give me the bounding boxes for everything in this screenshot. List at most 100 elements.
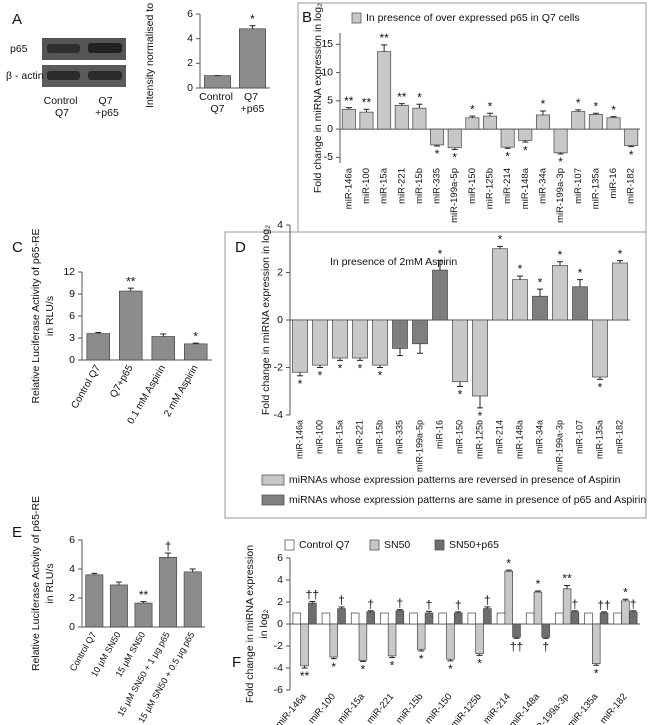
x-tick-label: Control Q7 — [199, 91, 236, 115]
x-tick-label: miR-182 — [614, 420, 624, 454]
x-tick-label: miR-34a — [534, 420, 544, 454]
x-tick-label: miR-107 — [573, 168, 584, 204]
significance-label: †† — [510, 639, 523, 653]
panel-letter: F — [232, 654, 241, 671]
x-tick-label: miR-135a — [590, 167, 601, 209]
y-tick-label: 4 — [277, 574, 283, 586]
bar — [446, 623, 455, 660]
legend-label: Control Q7 — [299, 539, 350, 551]
bar — [86, 333, 110, 361]
bar — [553, 128, 568, 154]
y-tick-label: 6 — [69, 310, 75, 322]
bar — [628, 611, 638, 625]
y-tick-label: 0 — [327, 123, 333, 135]
bar — [184, 343, 208, 361]
bar — [483, 115, 497, 130]
y-tick-label: 9 — [69, 288, 75, 300]
significance-label: * — [390, 659, 395, 673]
y-axis-label: Relative Luciferase Activity of p65-RE — [30, 228, 42, 403]
legend-swatch — [434, 539, 445, 551]
y-tick-label: 6 — [69, 534, 75, 546]
x-tick-label: miR-148a — [520, 167, 531, 209]
significance-label: * — [298, 377, 303, 391]
bar — [518, 128, 533, 141]
y-tick-label: -4 — [274, 409, 283, 421]
x-tick-label: miR-135a — [594, 420, 604, 459]
bar — [359, 111, 374, 130]
bar — [572, 286, 588, 321]
bar — [432, 269, 448, 321]
x-tick-label: miR-146a — [343, 167, 354, 209]
bar — [424, 612, 434, 625]
x-tick-label: miR-199a-5p — [414, 420, 424, 472]
bar — [624, 128, 639, 146]
y-tick-label: -5 — [324, 151, 333, 163]
y-axis-label: in log₂ — [258, 609, 270, 638]
significance-label: * — [541, 97, 546, 111]
significance-label: * — [448, 662, 453, 676]
significance-label: * — [478, 409, 483, 423]
significance-label: * — [523, 143, 528, 157]
bar — [472, 319, 488, 397]
x-tick-label: miR-125b — [474, 420, 484, 459]
significance-label: ** — [379, 31, 389, 45]
bar — [358, 623, 368, 661]
blot-lane-label: Control Q7 — [44, 95, 81, 119]
x-tick-label: miR-100 — [361, 168, 372, 204]
bar — [584, 612, 593, 625]
y-tick-label: 3 — [69, 332, 75, 344]
blot-band — [42, 65, 126, 87]
significance-label: * — [458, 388, 463, 402]
y-tick-label: 4 — [69, 563, 75, 575]
significance-label: * — [470, 102, 475, 116]
bar — [380, 612, 389, 625]
x-tick-label: miR-221 — [354, 420, 364, 454]
y-tick-label: 6 — [187, 8, 193, 20]
legend-swatch — [261, 494, 285, 506]
bar — [532, 295, 548, 321]
significance-label: * — [578, 266, 583, 280]
significance-label: † — [426, 598, 433, 612]
panel-letter: A — [12, 11, 22, 28]
y-axis-label: Fold change in miRNA expression in log₂ — [260, 225, 272, 415]
bar — [570, 611, 580, 625]
y-tick-label: 2 — [277, 266, 283, 278]
significance-label: * — [417, 90, 422, 104]
blot-lane-label: Q7 +p65 — [95, 95, 119, 119]
significance-label: * — [338, 362, 343, 376]
bar — [183, 571, 202, 628]
bar — [592, 623, 601, 664]
significance-label: * — [331, 660, 336, 674]
significance-label: † — [572, 597, 579, 611]
bar — [500, 128, 515, 148]
significance-label: * — [438, 247, 443, 261]
y-tick-label: -6 — [274, 684, 283, 696]
y-tick-label: 6 — [277, 552, 283, 564]
significance-label: † — [484, 593, 491, 607]
x-tick-label: miR-100 — [314, 420, 324, 454]
y-tick-label: 0 — [69, 621, 75, 633]
significance-label: ** — [139, 588, 149, 602]
y-tick-label: 4 — [187, 32, 193, 44]
bar — [452, 319, 468, 383]
bar — [392, 319, 408, 349]
blot-row-label: β - actin — [6, 70, 44, 82]
significance-label: ** — [562, 572, 572, 586]
bar — [352, 319, 368, 359]
significance-label: * — [576, 96, 581, 110]
significance-label: * — [488, 99, 493, 113]
significance-label: * — [452, 151, 457, 165]
bar — [395, 610, 405, 625]
bar — [387, 623, 397, 657]
bar — [239, 28, 266, 89]
significance-label: * — [419, 652, 424, 666]
bar — [492, 248, 508, 321]
bar — [151, 336, 175, 361]
bar — [119, 290, 143, 361]
bar — [512, 623, 521, 638]
bar — [412, 107, 427, 130]
bar — [571, 111, 586, 130]
bar — [533, 591, 543, 625]
x-tick-label: miR-199a-5p — [449, 168, 460, 223]
